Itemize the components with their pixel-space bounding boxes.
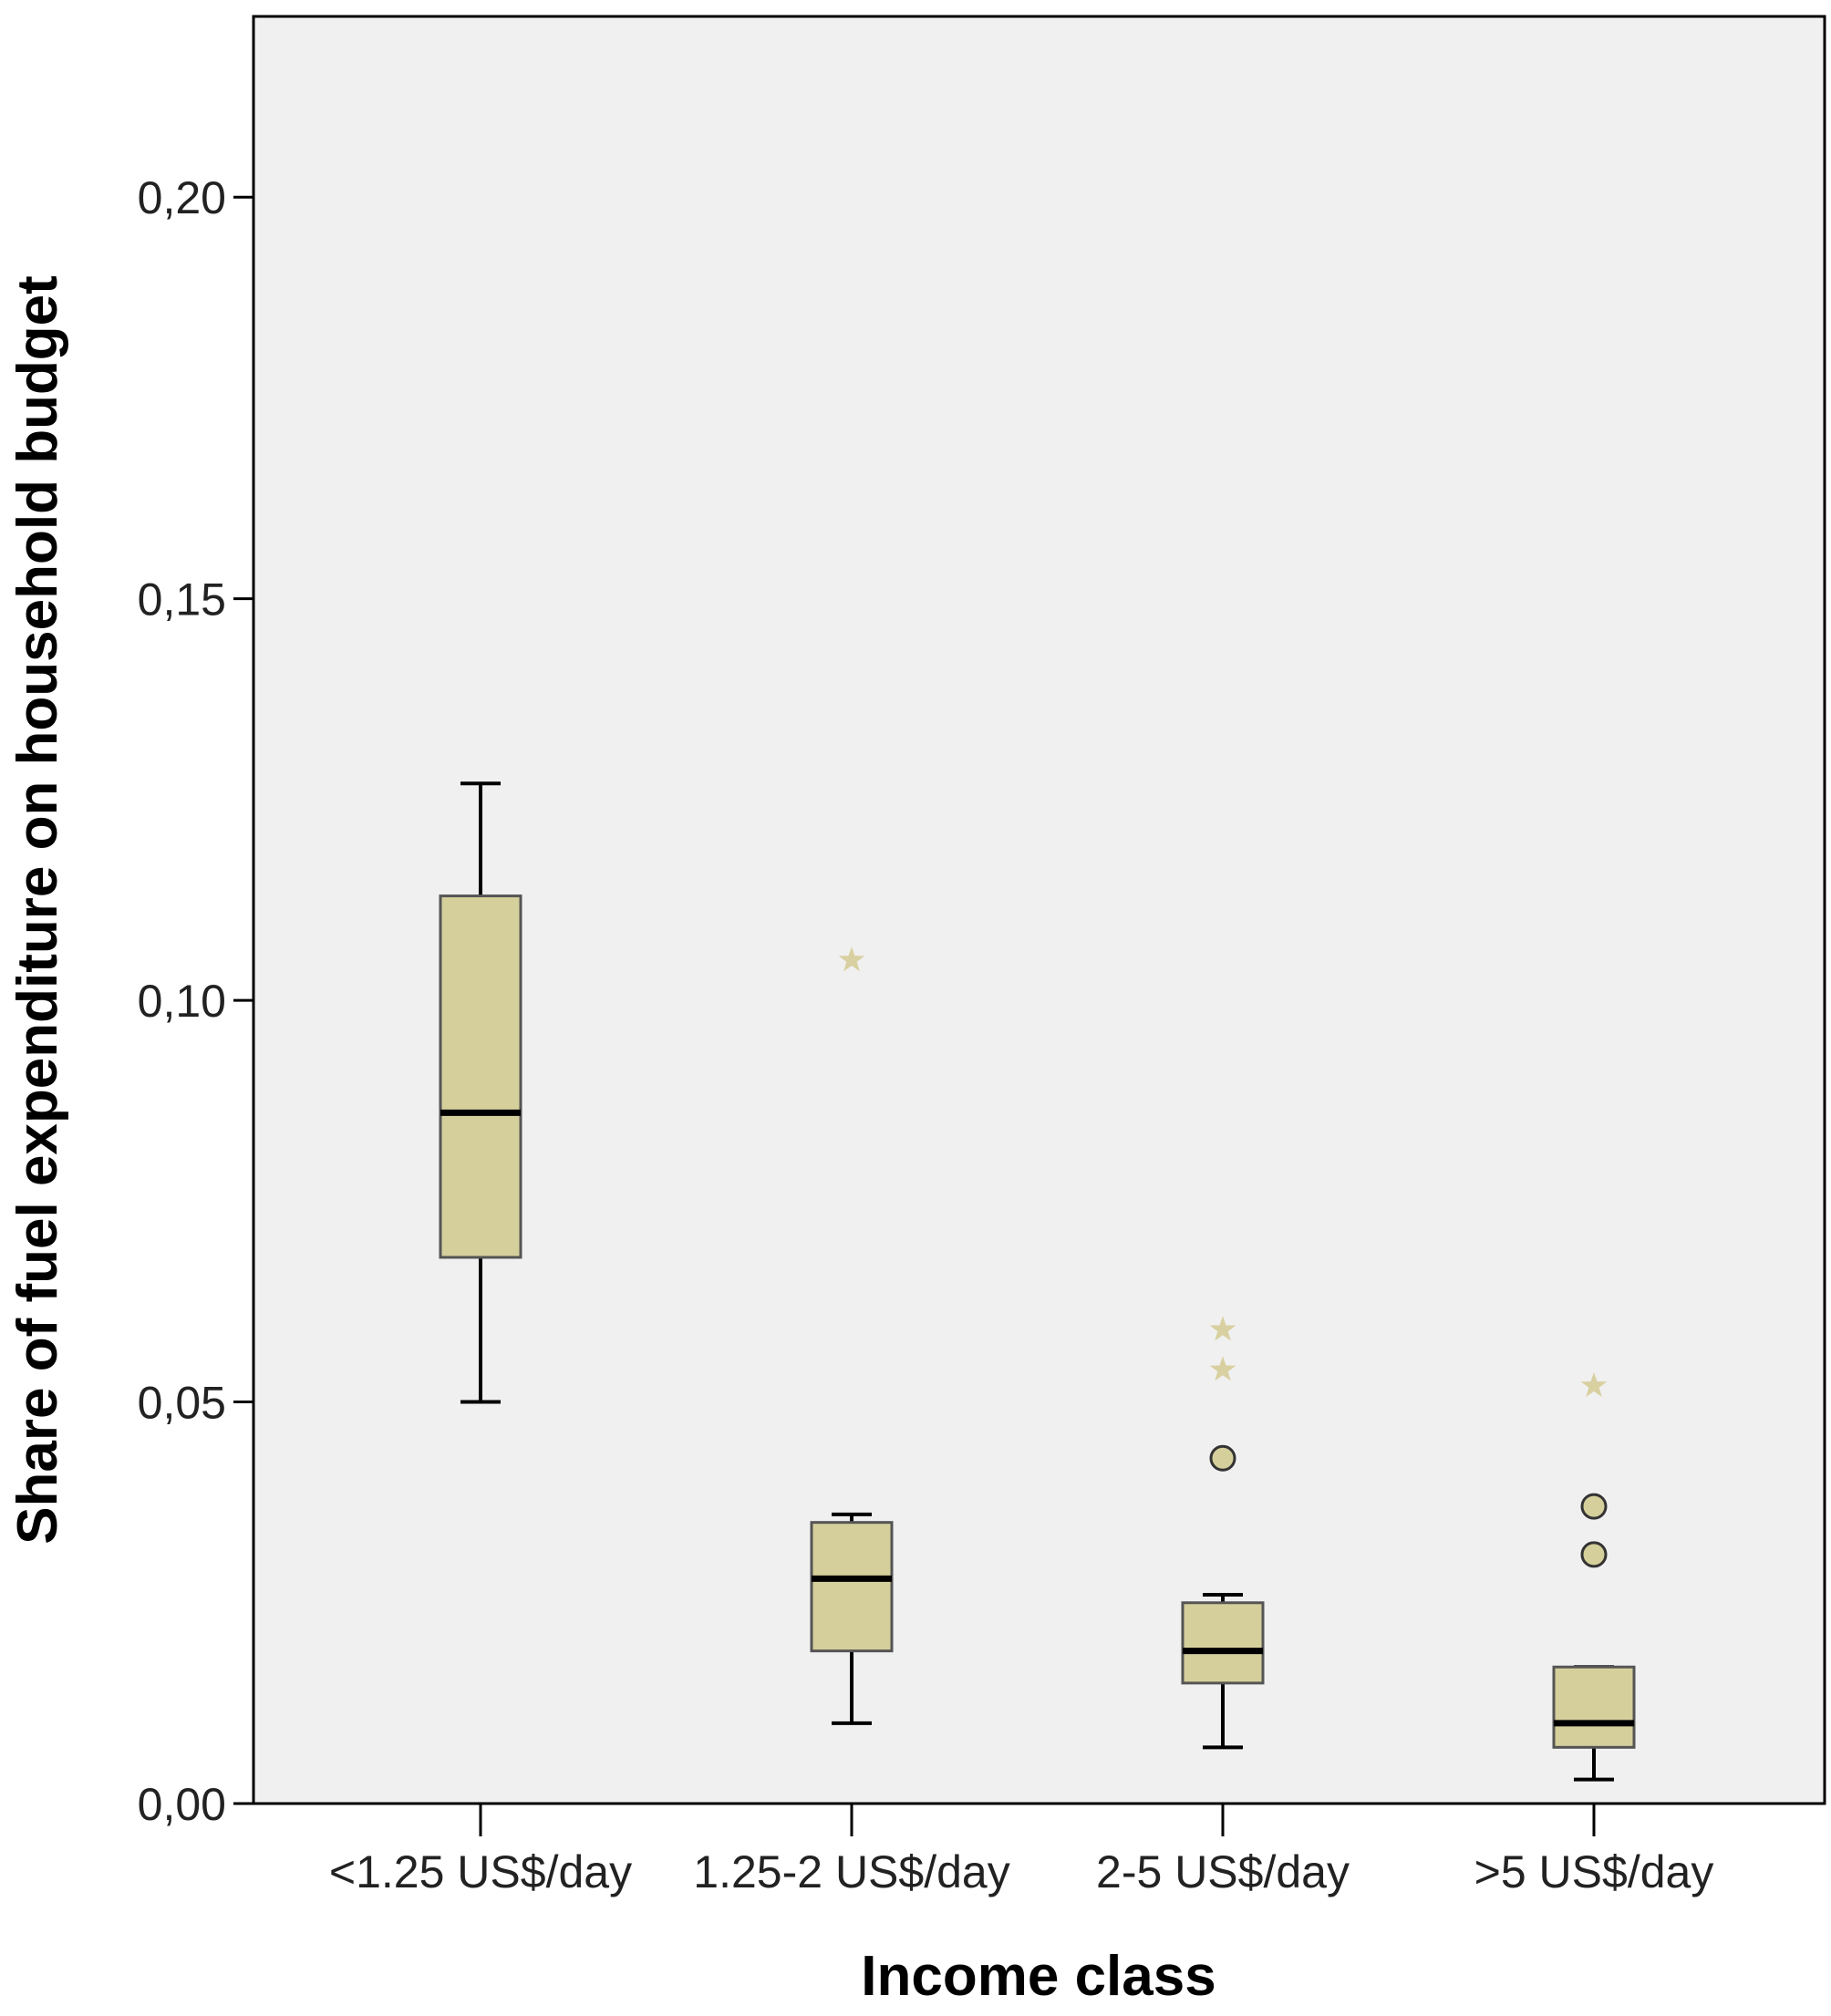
x-axis-title: Income class (861, 1945, 1215, 2008)
box (1181, 1601, 1265, 1685)
box-group (439, 781, 522, 1404)
boxes (439, 781, 1636, 1782)
outlier-point (1580, 1541, 1608, 1568)
x-tick-label: 2-5 US$/day (1096, 1846, 1350, 1897)
y-tick-label: 0,05 (138, 1378, 226, 1429)
y-axis-title: Share of fuel expenditure on household b… (6, 275, 69, 1545)
outlier-point (1580, 1493, 1608, 1520)
y-axis: 0,00 0,05 0,10 0,15 0,20 (138, 172, 253, 1830)
extreme-point (838, 946, 865, 972)
x-tick-label: <1.25 US$/day (329, 1846, 632, 1897)
y-tick-label: 0,00 (138, 1779, 226, 1830)
extreme-point (1209, 1356, 1236, 1381)
x-tick-label: >5 US$/day (1474, 1846, 1714, 1897)
y-tick-label: 0,15 (138, 574, 226, 625)
box-group (1181, 1316, 1265, 1750)
y-tick-label: 0,10 (138, 976, 226, 1027)
box-group (1552, 1371, 1636, 1782)
x-axis: <1.25 US$/day 1.25-2 US$/day 2-5 US$/day >5… (329, 1804, 1713, 1897)
y-tick-label: 0,20 (138, 172, 226, 223)
box (810, 1521, 894, 1653)
extreme-point (1209, 1316, 1236, 1341)
extreme-point (1580, 1371, 1608, 1398)
x-tick-label: 1.25-2 US$/day (693, 1846, 1009, 1897)
box (439, 894, 522, 1259)
box (1552, 1665, 1636, 1749)
box-group (810, 946, 894, 1725)
outlier-point (1209, 1444, 1236, 1472)
